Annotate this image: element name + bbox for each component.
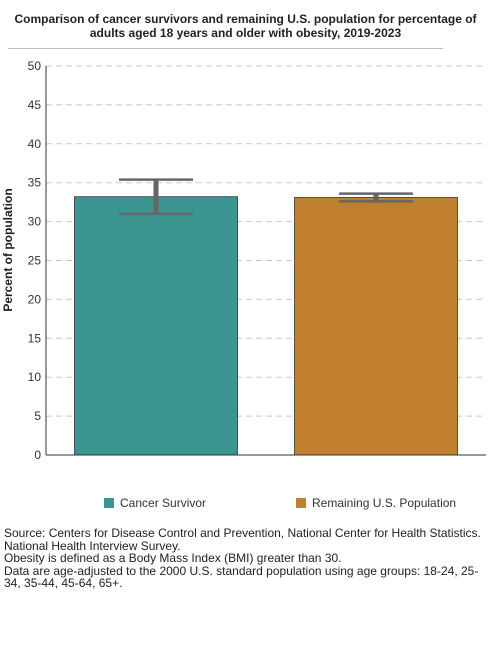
y-tick-label: 25	[28, 254, 42, 268]
legend-label: Remaining U.S. Population	[312, 496, 457, 510]
y-tick-label: 45	[28, 98, 42, 112]
methodology-note: Data are age-adjusted to the 2000 U.S. s…	[4, 563, 479, 590]
y-tick-label: 35	[28, 176, 42, 190]
y-tick-labels: 0 5 10 15 20 25 30 35 40 45 50	[28, 59, 42, 462]
legend: Cancer Survivor Remaining U.S. Populatio…	[0, 496, 491, 512]
legend-item-cancer-survivor: Cancer Survivor	[104, 496, 206, 510]
y-tick-label: 50	[28, 59, 42, 73]
y-tick-label: 15	[28, 331, 42, 345]
y-tick-label: 30	[28, 215, 42, 229]
y-tick-label: 20	[28, 292, 42, 306]
title-divider	[8, 48, 443, 49]
y-tick-label: 5	[34, 409, 41, 423]
legend-swatch	[296, 498, 306, 508]
source-note: Source: Centers for Disease Control and …	[4, 526, 481, 553]
axes	[45, 66, 486, 456]
bar	[294, 197, 458, 456]
chart-title: Comparison of cancer survivors and remai…	[14, 12, 477, 40]
bar	[74, 196, 238, 456]
legend-label: Cancer Survivor	[120, 496, 207, 510]
y-tick-label: 40	[28, 137, 42, 151]
chart-plot: 0 5 10 15 20 25 30 35 40 45 50 Percent of populati…	[1, 59, 486, 462]
y-axis-label: Percent of population	[1, 188, 15, 311]
y-tick-label: 10	[28, 370, 42, 384]
y-tick-label: 0	[34, 448, 41, 462]
legend-item-remaining-population: Remaining U.S. Population	[296, 496, 456, 510]
definition-note: Obesity is defined as a Body Mass Index …	[4, 551, 342, 565]
chart-notes: Source: Centers for Disease Control and …	[4, 527, 484, 590]
bars	[74, 178, 458, 456]
legend-swatch	[104, 498, 114, 508]
